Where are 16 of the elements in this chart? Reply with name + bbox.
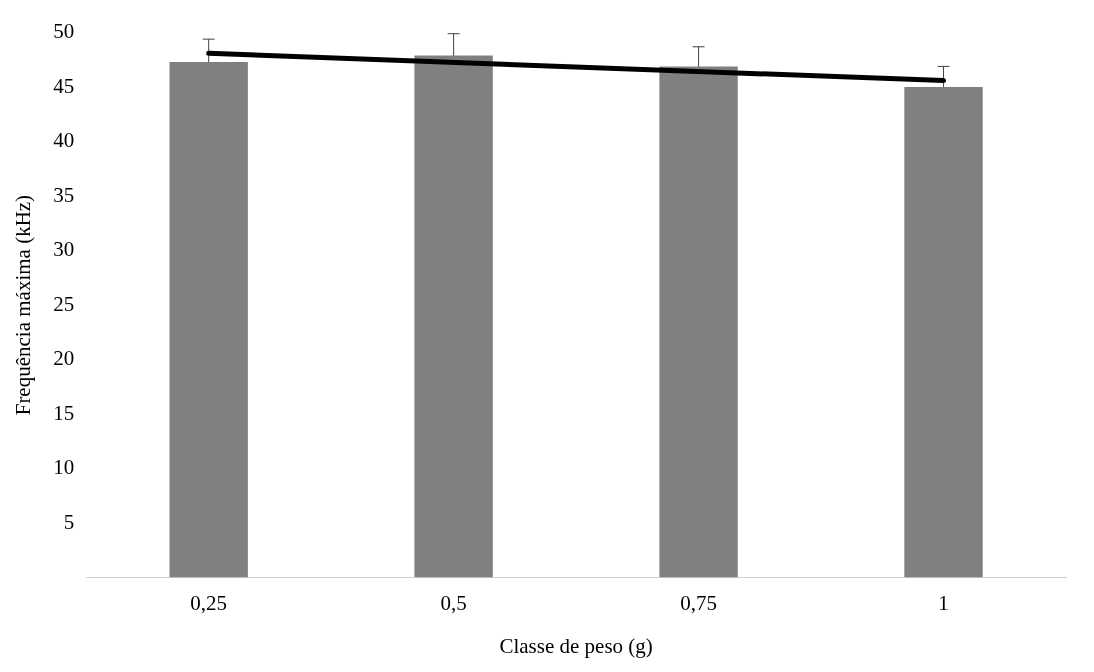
y-axis-title: Frequência máxima (kHz): [11, 194, 36, 416]
x-tick-label: 0,75: [680, 590, 717, 615]
x-tick-label: 0,25: [190, 590, 228, 615]
y-tick-label: 30: [53, 237, 75, 262]
x-axis-title: Classe de peso (g): [499, 633, 653, 658]
y-tick-label: 5: [63, 509, 75, 534]
y-tick-label: 20: [53, 346, 75, 371]
y-tick-label: 25: [53, 291, 75, 316]
y-tick-label: 50: [53, 19, 75, 44]
x-tick-label: 0,5: [440, 590, 467, 615]
x-tick-label: 1: [938, 590, 949, 615]
y-tick-label: 10: [53, 455, 75, 480]
y-tick-label: 45: [53, 73, 75, 98]
y-tick-label: 40: [53, 128, 75, 153]
y-tick-label: 35: [53, 182, 75, 207]
y-tick-label: 15: [53, 400, 75, 425]
